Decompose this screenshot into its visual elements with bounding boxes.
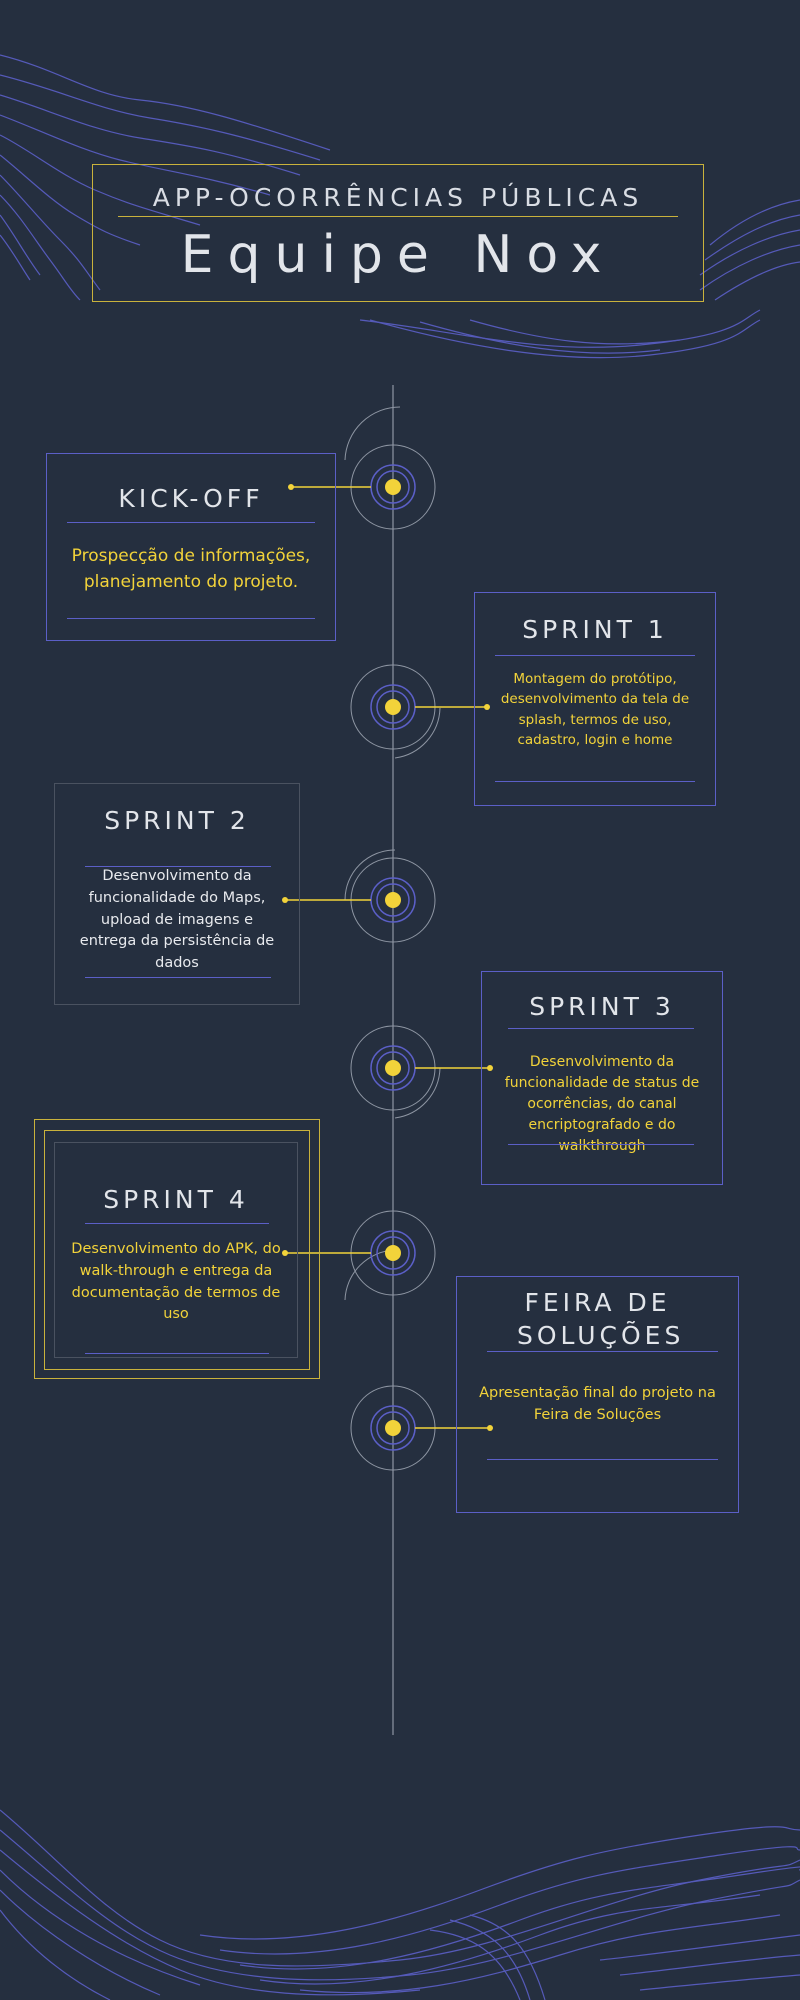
header-divider — [118, 216, 678, 217]
card-title: SPRINT 4 — [103, 1185, 249, 1214]
timeline-node-feira — [350, 1385, 493, 1471]
card-divider — [67, 618, 315, 619]
timeline-node-kickoff — [288, 444, 436, 530]
card-divider — [508, 1144, 694, 1145]
timeline-node-sprint-1 — [350, 664, 490, 750]
timeline-arc — [394, 1067, 441, 1119]
card-divider — [85, 1223, 269, 1224]
header-subtitle: APP-OCORRÊNCIAS PÚBLICAS — [152, 183, 644, 212]
card-title: FEIRA DE SOLUÇÕES — [517, 1288, 685, 1350]
timeline-card-sprint-4: SPRINT 4 Desenvolvimento do APK, do walk… — [54, 1142, 298, 1358]
card-title: SPRINT 3 — [529, 992, 675, 1021]
card-text: Montagem do protótipo, desenvolvimento d… — [500, 671, 690, 748]
timeline-node-sprint-3 — [350, 1025, 493, 1111]
timeline-arc — [344, 406, 401, 461]
timeline-node-sprint-4 — [282, 1210, 436, 1296]
timeline-card-sprint-4-inner-frame — [44, 1130, 310, 1370]
timeline-card-sprint-4-frame — [34, 1119, 320, 1379]
card-title: SPRINT 2 — [104, 806, 250, 835]
timeline-card-sprint-2: SPRINT 2 Desenvolvimento da funcionalida… — [54, 783, 300, 1005]
timeline-arc — [344, 849, 396, 901]
card-divider — [495, 781, 695, 782]
timeline-arc — [394, 707, 441, 759]
timeline-card-sprint-1: SPRINT 1 Montagem do protótipo, desenvol… — [474, 592, 716, 806]
card-divider — [487, 1351, 718, 1352]
card-text: Desenvolvimento da funcionalidade do Map… — [79, 868, 275, 971]
card-divider — [85, 977, 271, 978]
card-title: KICK-OFF — [118, 484, 264, 513]
card-divider — [85, 866, 271, 867]
timeline-node-sprint-2 — [282, 857, 436, 943]
timeline-card-sprint-3: SPRINT 3 Desenvolvimento da funcionalida… — [481, 971, 723, 1185]
card-title: SPRINT 1 — [522, 615, 668, 644]
card-divider — [85, 1353, 269, 1354]
card-divider — [67, 522, 315, 523]
timeline-card-feira: FEIRA DE SOLUÇÕES Apresentação final do … — [456, 1276, 739, 1513]
timeline-card-kickoff: KICK-OFF Prospecção de informações, plan… — [46, 453, 336, 641]
card-text: Desenvolvimento do APK, do walk-through … — [71, 1241, 281, 1323]
card-text: Apresentação final do projeto na Feira d… — [479, 1385, 716, 1423]
header-frame: APP-OCORRÊNCIAS PÚBLICAS Equipe Nox — [92, 164, 704, 302]
card-divider — [487, 1459, 718, 1460]
header-title: Equipe Nox — [180, 225, 616, 285]
card-text: Desenvolvimento da funcionalidade de sta… — [504, 1054, 700, 1154]
card-divider — [495, 655, 695, 656]
card-text: Prospecção de informações, planejamento … — [71, 546, 311, 592]
card-divider — [508, 1028, 694, 1029]
